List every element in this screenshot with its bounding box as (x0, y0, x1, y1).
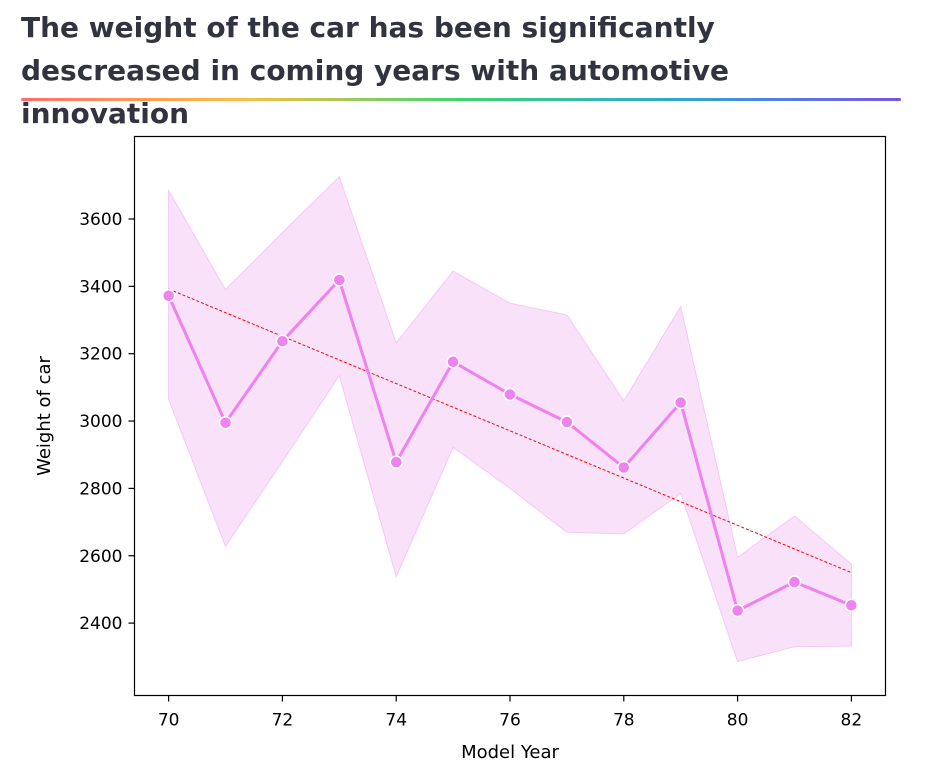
data-point (503, 387, 517, 402)
data-point (332, 273, 347, 287)
data-point (673, 395, 688, 410)
y-tick-label: 3600 (79, 210, 122, 230)
data-point (389, 455, 403, 469)
y-tick-label: 3200 (79, 345, 122, 365)
y-tick-label: 2600 (79, 547, 122, 567)
title-rainbow-divider (21, 98, 901, 101)
y-tick-label: 3400 (79, 277, 122, 297)
y-tick-label: 2800 (79, 479, 122, 499)
data-point (446, 355, 460, 369)
data-point (161, 289, 176, 303)
x-axis-label: Model Year (461, 742, 559, 763)
y-tick-label: 2400 (79, 614, 122, 634)
y-tick-label: 3000 (79, 412, 122, 432)
trendline (168, 288, 852, 574)
confidence-band (168, 175, 852, 663)
x-tick-label: 72 (272, 711, 294, 731)
y-ticks: 2400 2600 2800 3000 3200 3400 3600 (79, 210, 135, 634)
x-tick-label: 82 (841, 711, 863, 731)
x-tick-label: 80 (727, 711, 749, 731)
trendline-layer (168, 288, 852, 574)
x-tick-label: 78 (613, 711, 635, 731)
x-tick-label: 76 (499, 711, 521, 731)
x-ticks: 70 72 74 76 78 80 82 (158, 695, 863, 731)
y-axis-label: Weight of car (34, 355, 55, 475)
x-tick-label: 70 (158, 711, 180, 731)
data-point (218, 415, 233, 430)
data-point (730, 603, 745, 618)
x-tick-label: 74 (385, 711, 407, 731)
data-point (275, 334, 290, 348)
data-point (617, 460, 631, 475)
page-title: The weight of the car has been significa… (21, 11, 730, 130)
data-point (560, 415, 574, 429)
data-points-layer (161, 273, 859, 618)
data-point (787, 575, 802, 589)
confidence-band-layer (168, 175, 852, 663)
data-point (844, 598, 859, 613)
